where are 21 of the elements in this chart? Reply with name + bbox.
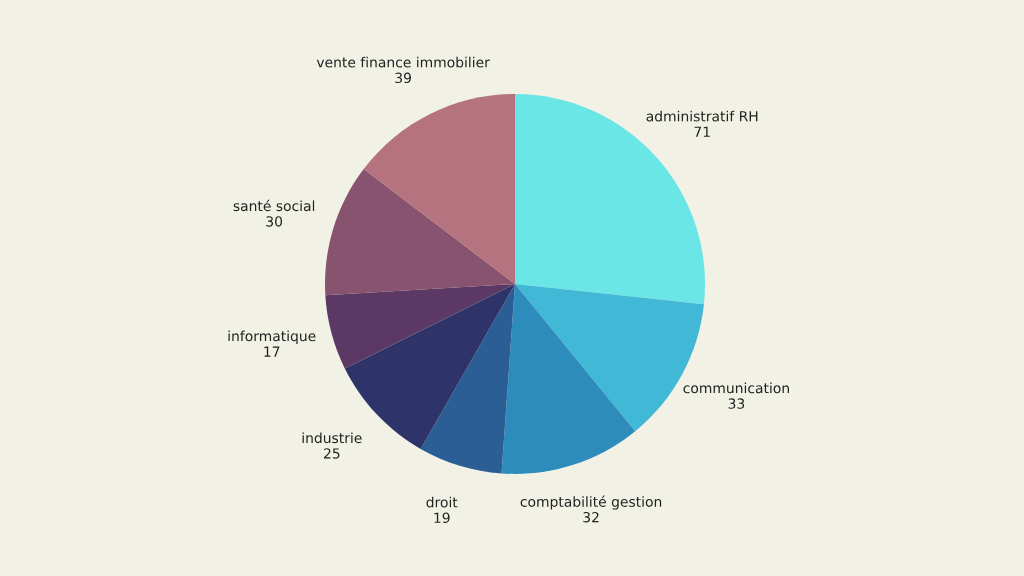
pie-slice: [325, 284, 515, 369]
data-label: 71: [694, 126, 710, 137]
slice-label: droit: [426, 496, 458, 508]
data-label: 32: [583, 511, 599, 523]
pie-slice: [325, 169, 515, 296]
pie-slice: [363, 94, 515, 284]
data-label: 17: [264, 346, 280, 357]
slice-label: vente finance immobilier: [316, 56, 490, 68]
data-label: 30: [266, 216, 283, 227]
slice-label: communication: [683, 382, 789, 394]
slice-label: comptabilité gestion: [520, 495, 662, 510]
data-label: 33: [728, 398, 745, 409]
data-label: 19: [434, 512, 450, 524]
slice-label: industrie: [302, 432, 362, 444]
pie-slice: [420, 284, 515, 474]
slice-label: administratif RH: [646, 110, 758, 122]
data-label: 25: [323, 448, 340, 459]
slice-label: informatique: [228, 330, 316, 344]
pie-slice: [501, 284, 636, 474]
data-label: 39: [395, 72, 411, 84]
slice-label: santé social: [233, 199, 315, 212]
